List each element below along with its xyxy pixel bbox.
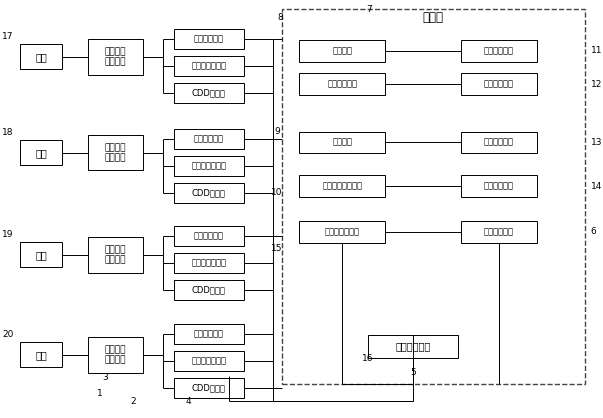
Bar	[299, 40, 385, 61]
Bar	[174, 29, 244, 49]
Bar	[461, 40, 537, 61]
Bar	[87, 39, 143, 75]
Bar	[21, 342, 62, 367]
Bar	[368, 335, 458, 358]
Text: CDD摄像头: CDD摄像头	[192, 189, 226, 198]
Bar	[174, 351, 244, 371]
Bar	[299, 132, 385, 153]
Text: 卷板压力传感器: 卷板压力传感器	[191, 357, 226, 366]
Bar	[174, 324, 244, 344]
Text: 工控机: 工控机	[423, 11, 444, 24]
Bar	[21, 140, 62, 165]
Text: 卷板变形
监测装置: 卷板变形 监测装置	[105, 245, 126, 265]
Text: 7: 7	[366, 5, 372, 13]
Text: 卷板变形
监测装置: 卷板变形 监测装置	[105, 47, 126, 66]
Text: 5: 5	[410, 368, 416, 377]
Text: 12: 12	[591, 79, 602, 89]
Text: 下辊伺服装置: 下辊伺服装置	[484, 79, 514, 89]
Text: 3: 3	[103, 373, 109, 382]
Bar	[174, 280, 244, 300]
Text: 图像采集模块: 图像采集模块	[396, 342, 431, 352]
Bar	[174, 253, 244, 273]
Text: 15: 15	[271, 244, 283, 253]
Text: 卷板变形
监测装置: 卷板变形 监测装置	[105, 143, 126, 163]
Text: 卷板压力传感器: 卷板压力传感器	[191, 61, 226, 71]
Text: 17: 17	[2, 32, 13, 41]
Text: 卷板压力传感器: 卷板压力传感器	[191, 259, 226, 268]
Bar	[461, 175, 537, 197]
Text: 16: 16	[362, 354, 374, 364]
Text: 显示模块: 显示模块	[332, 46, 352, 55]
Bar	[282, 9, 585, 384]
Text: 11: 11	[591, 46, 602, 55]
Text: 右辊伺服装置: 右辊伺服装置	[484, 181, 514, 191]
Text: 上辊伺服装置: 上辊伺服装置	[484, 46, 514, 55]
Bar	[174, 378, 244, 398]
Text: 右辊: 右辊	[36, 350, 47, 360]
Bar	[87, 237, 143, 273]
Text: CDD摄像头: CDD摄像头	[192, 89, 226, 98]
Bar	[87, 337, 143, 372]
Text: CDD摄像头: CDD摄像头	[192, 286, 226, 295]
Text: 通信模块: 通信模块	[332, 138, 352, 147]
Text: 6: 6	[591, 227, 596, 237]
Text: 卷板变形
监测装置: 卷板变形 监测装置	[105, 345, 126, 364]
Text: 角位移传感器: 角位移传感器	[194, 135, 224, 143]
Text: 卷板压力传感器: 卷板压力传感器	[191, 162, 226, 171]
Bar	[299, 73, 385, 95]
Text: 可插拔的存储器: 可插拔的存储器	[325, 227, 360, 237]
Bar	[87, 135, 143, 171]
Text: 9: 9	[274, 127, 280, 136]
Bar	[174, 129, 244, 149]
Bar	[174, 156, 244, 176]
Text: 角位移传感器: 角位移传感器	[194, 329, 224, 339]
Text: 上辊: 上辊	[36, 52, 47, 62]
Bar	[21, 242, 62, 268]
Text: 10: 10	[271, 188, 283, 197]
Text: 角位移传感器: 角位移传感器	[194, 35, 224, 43]
Bar	[174, 56, 244, 76]
Text: 14: 14	[591, 181, 602, 191]
Text: 2: 2	[130, 397, 136, 406]
Text: 下辊: 下辊	[36, 148, 47, 158]
Text: 角位移传感器: 角位移传感器	[194, 232, 224, 241]
Text: 左辊伺服装置: 左辊伺服装置	[484, 138, 514, 147]
Text: 20: 20	[2, 330, 13, 339]
Text: CDD摄像头: CDD摄像头	[192, 384, 226, 393]
Text: 声光报警模块: 声光报警模块	[327, 79, 358, 89]
Bar	[299, 175, 385, 197]
Text: 8: 8	[277, 13, 283, 22]
Text: 卷板卷绕轨迹模块: 卷板卷绕轨迹模块	[323, 181, 362, 191]
Text: 19: 19	[2, 230, 13, 239]
Bar	[461, 221, 537, 243]
Bar	[461, 73, 537, 95]
Text: 13: 13	[591, 138, 602, 147]
Text: 18: 18	[2, 128, 13, 137]
Text: 左辊: 左辊	[36, 250, 47, 260]
Bar	[174, 226, 244, 246]
Bar	[461, 132, 537, 153]
Bar	[299, 221, 385, 243]
Text: 图像处理模块: 图像处理模块	[484, 227, 514, 237]
Bar	[21, 44, 62, 69]
Bar	[174, 183, 244, 203]
Text: 4: 4	[186, 397, 191, 406]
Text: 1: 1	[98, 389, 103, 398]
Bar	[174, 83, 244, 103]
